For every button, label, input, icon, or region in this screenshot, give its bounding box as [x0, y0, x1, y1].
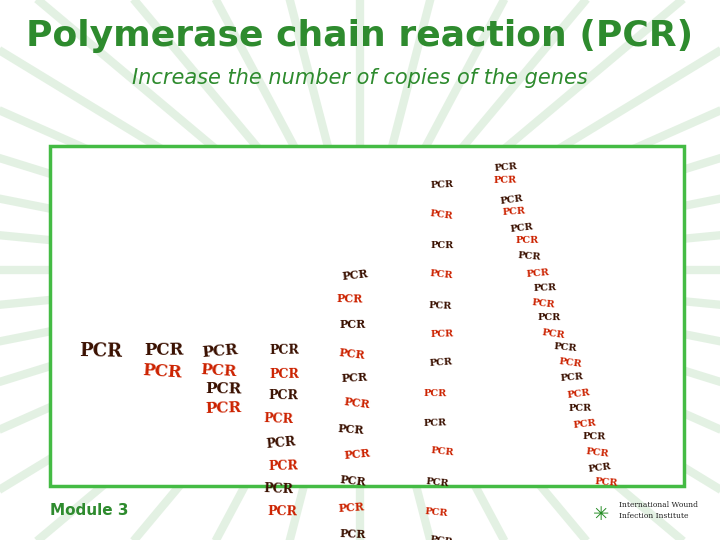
Text: PCR: PCR	[268, 389, 298, 402]
Text: PCR: PCR	[423, 389, 446, 398]
Text: PCR: PCR	[429, 301, 452, 311]
Text: PCR: PCR	[267, 505, 297, 518]
Text: PCR: PCR	[343, 448, 370, 461]
Text: PCR: PCR	[430, 446, 454, 458]
Text: PCR: PCR	[518, 251, 541, 262]
Text: PCR: PCR	[541, 328, 565, 340]
Text: PCR: PCR	[341, 371, 368, 383]
Text: PCR: PCR	[79, 342, 122, 361]
Text: PCR: PCR	[423, 418, 447, 428]
Text: PCR: PCR	[338, 501, 364, 514]
Text: PCR: PCR	[142, 362, 182, 381]
Text: PCR: PCR	[430, 180, 454, 190]
Text: PCR: PCR	[269, 367, 300, 381]
Text: PCR: PCR	[339, 474, 366, 488]
Bar	[50, 146, 684, 486]
Text: PCR: PCR	[263, 412, 294, 426]
Text: PCR: PCR	[595, 477, 618, 488]
Text: PCR: PCR	[270, 344, 300, 357]
Text: International Wound
Infection Institute: International Wound Infection Institute	[619, 501, 698, 520]
Text: PCR: PCR	[338, 423, 364, 436]
Text: Increase the number of copies of the genes: Increase the number of copies of the gen…	[132, 68, 588, 87]
Text: PCR: PCR	[205, 401, 242, 416]
Text: PCR: PCR	[537, 313, 561, 322]
Text: PCR: PCR	[516, 235, 539, 245]
Text: PCR: PCR	[341, 268, 369, 282]
Text: PCR: PCR	[534, 284, 557, 293]
Text: PCR: PCR	[493, 162, 518, 173]
Text: PCR: PCR	[265, 436, 296, 451]
Text: PCR: PCR	[430, 210, 454, 221]
Text: PCR: PCR	[337, 293, 364, 304]
Text: PCR: PCR	[500, 193, 524, 206]
Text: PCR: PCR	[425, 477, 449, 488]
Text: PCR: PCR	[510, 222, 534, 234]
Text: Polymerase chain reaction (PCR): Polymerase chain reaction (PCR)	[27, 19, 693, 53]
Text: PCR: PCR	[587, 462, 611, 475]
Text: PCR: PCR	[531, 298, 556, 309]
Text: PCR: PCR	[339, 319, 365, 330]
Text: PCR: PCR	[553, 342, 577, 354]
Text: PCR: PCR	[425, 507, 449, 518]
Text: PCR: PCR	[339, 528, 366, 540]
Text: PCR: PCR	[503, 206, 526, 217]
Text: Module 3: Module 3	[50, 503, 129, 518]
Text: ✳: ✳	[593, 504, 609, 524]
Text: PCR: PCR	[268, 459, 298, 472]
Text: PCR: PCR	[201, 342, 238, 360]
Text: PCR: PCR	[431, 241, 454, 250]
Text: PCR: PCR	[558, 357, 582, 369]
Text: PCR: PCR	[200, 363, 237, 380]
Text: PCR: PCR	[144, 342, 184, 359]
Text: PCR: PCR	[572, 418, 597, 430]
Text: PCR: PCR	[430, 269, 454, 280]
Text: PCR: PCR	[264, 482, 294, 496]
Text: PCR: PCR	[430, 536, 454, 540]
Text: PCR: PCR	[526, 268, 550, 279]
Text: PCR: PCR	[567, 388, 591, 400]
Text: PCR: PCR	[338, 347, 366, 361]
Text: PCR: PCR	[559, 372, 583, 383]
Text: PCR: PCR	[429, 358, 453, 368]
Text: PCR: PCR	[585, 447, 609, 458]
Text: PCR: PCR	[205, 382, 241, 396]
Text: PCR: PCR	[569, 403, 592, 413]
Text: PCR: PCR	[343, 396, 371, 411]
Text: PCR: PCR	[493, 176, 516, 185]
Text: PCR: PCR	[430, 329, 454, 339]
Text: PCR: PCR	[582, 431, 606, 441]
